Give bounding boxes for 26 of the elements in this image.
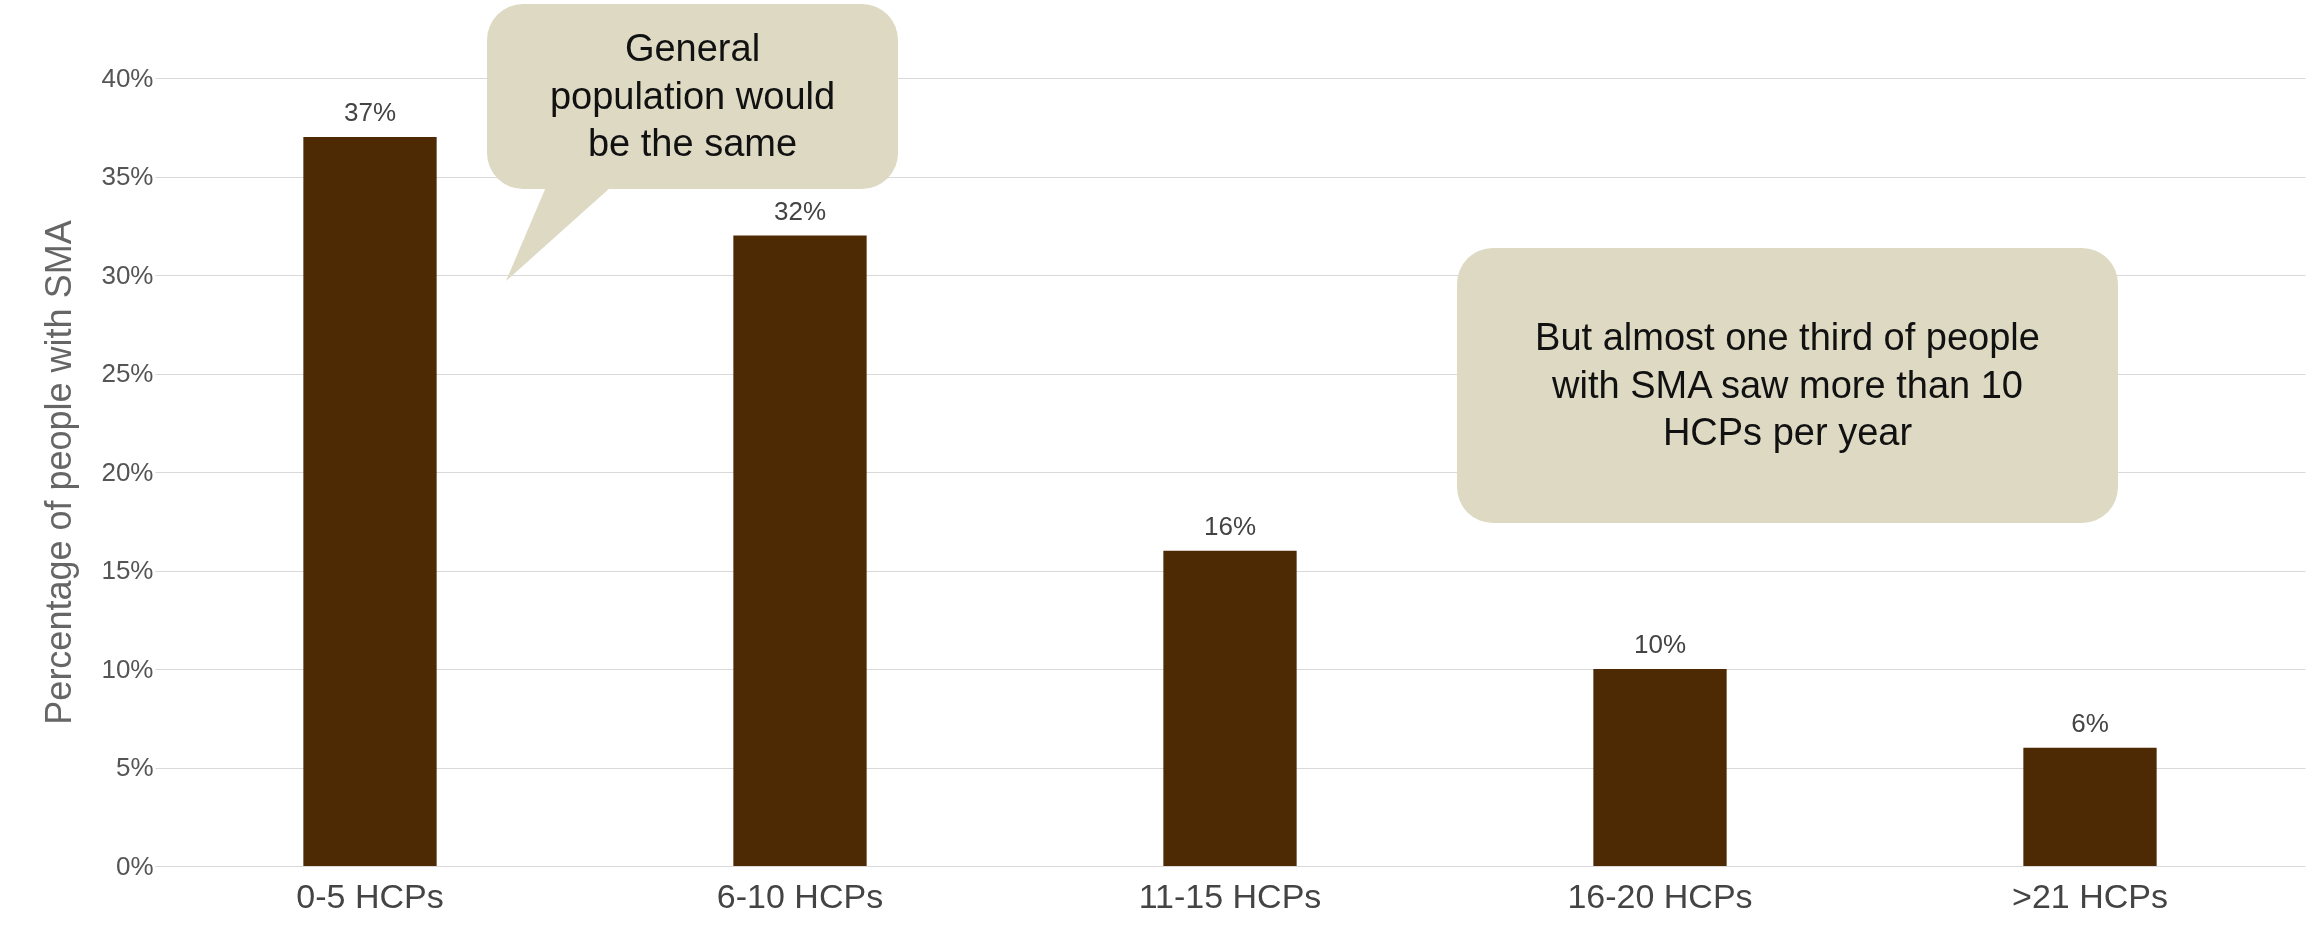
y-tick-label: 30% [101, 259, 154, 290]
data-label: 32% [773, 195, 827, 226]
y-tick-label: 0% [115, 850, 154, 881]
y-tick-label: 20% [101, 456, 154, 487]
bar [303, 137, 437, 866]
y-tick-label: 25% [101, 358, 154, 388]
x-tick-label: 0-5 HCPs [296, 876, 444, 915]
data-label: 37% [343, 97, 397, 128]
y-tick-label: 35% [101, 161, 154, 191]
annotation: General population would be the same [487, 4, 898, 189]
x-tick-label: 16-20 HCPs [1567, 876, 1753, 915]
data-label: 10% [1633, 629, 1687, 659]
bar [733, 235, 867, 866]
x-tick-label: >21 HCPs [2012, 876, 2168, 915]
x-tick-label: 11-15 HCPs [1138, 876, 1322, 915]
data-label: 6% [2071, 707, 2109, 738]
y-tick-label: 10% [101, 653, 154, 684]
y-tick-label: 5% [115, 752, 154, 782]
y-tick-label: 40% [101, 62, 154, 93]
y-axis-title: Percentage of people with SMA [38, 220, 80, 725]
bar [1593, 669, 1727, 866]
bar [1163, 550, 1297, 866]
x-tick-label: 6-10 HCPs [716, 876, 884, 915]
bar [2023, 747, 2157, 866]
y-tick-label: 15% [101, 555, 154, 585]
data-label: 16% [1203, 510, 1257, 541]
